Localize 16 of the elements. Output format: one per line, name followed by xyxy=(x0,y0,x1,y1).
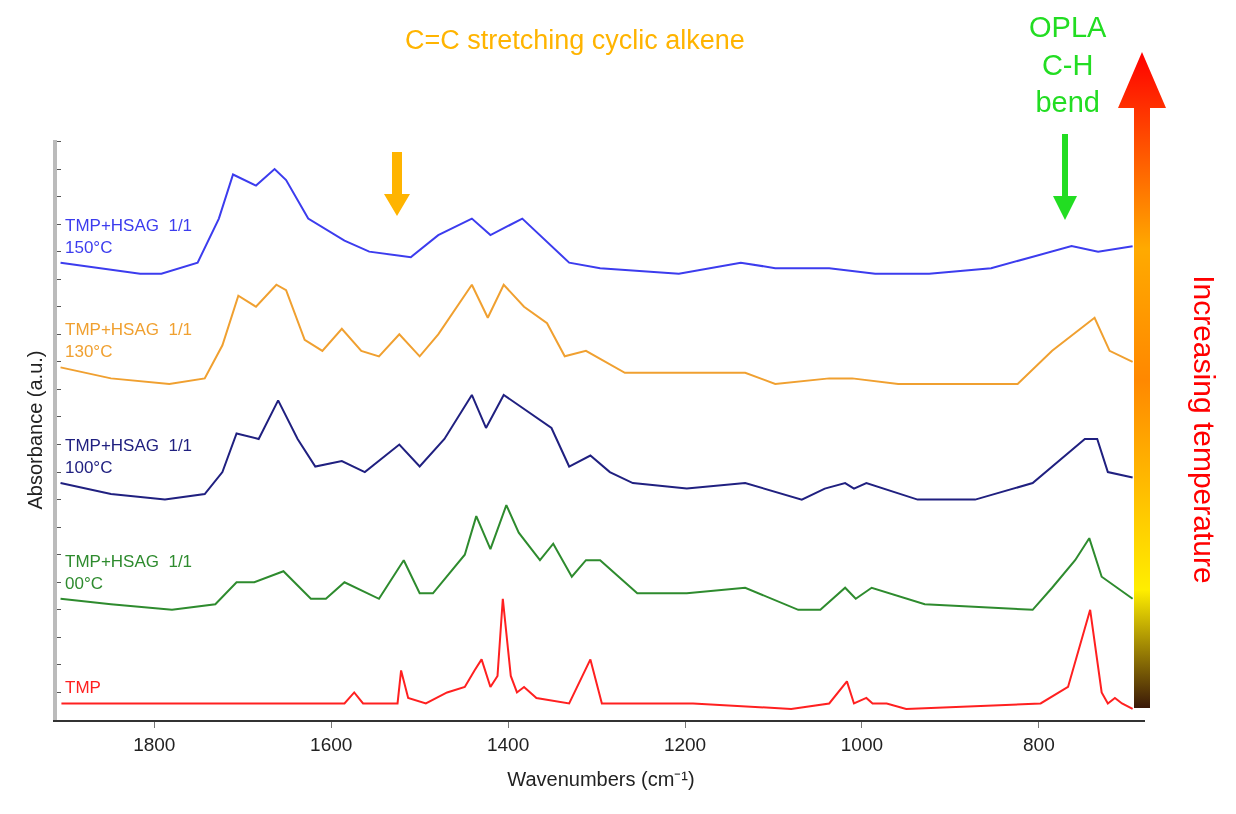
series-label: TMP xyxy=(65,678,101,697)
x-axis-title: Wavenumbers (cm⁻¹) xyxy=(507,767,695,790)
x-tick-label: 1200 xyxy=(663,733,707,755)
x-tick-label: 1800 xyxy=(133,733,176,755)
x-tick-label: 800 xyxy=(1023,733,1055,755)
series-label: TMP+HSAG 1/1 130°C xyxy=(65,320,193,362)
text: Increasing temperature xyxy=(1187,275,1221,584)
x-tick-label: 1600 xyxy=(310,733,353,755)
x-tick-label: 1400 xyxy=(486,733,530,755)
text: OPLA C-H bend xyxy=(1029,11,1108,119)
y-axis-title: Absorbance (a.u.) xyxy=(24,350,46,510)
text: C=C stretching cyclic alkene xyxy=(405,25,745,55)
x-tick-label: 1000 xyxy=(840,733,884,755)
series-label: TMP+HSAG 1/1 150°C xyxy=(65,216,193,258)
series-label: TMP+HSAG 1/1 00°C xyxy=(65,552,193,594)
series-label: TMP+HSAG 1/1 100°C xyxy=(65,436,193,478)
